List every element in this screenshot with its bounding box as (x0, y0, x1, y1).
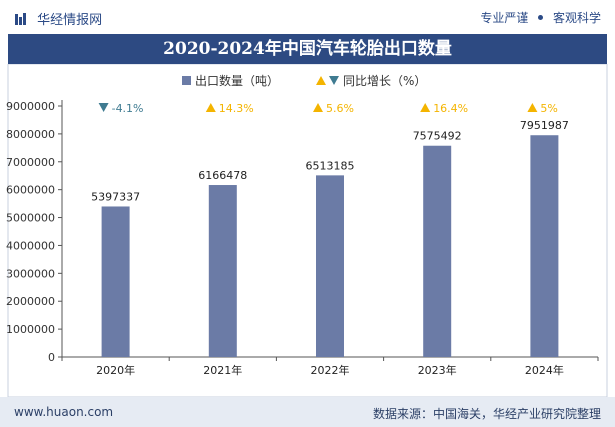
y-tick-label: 7000000 (6, 156, 55, 169)
up-triangle-icon (316, 76, 326, 85)
axes: 0 1000000 2000000 3000000 4000000 5000000 6000… (6, 100, 599, 364)
legend-item-growth: 同比增长（%） (316, 74, 426, 88)
y-tick-label: 0 (48, 351, 55, 364)
bar (530, 135, 559, 357)
x-tick-label: 2022年 (311, 363, 350, 377)
growth-value: 5.6% (326, 102, 354, 115)
bar (423, 145, 452, 357)
legend-swatch (182, 76, 191, 85)
tagline-left: 专业严谨 (480, 11, 529, 25)
dot-icon (538, 15, 544, 20)
footer: www.huaon.com 数据来源：中国海关，华经产业研究院整理 (0, 397, 615, 427)
legend: 出口数量（吨） 同比增长（%） (182, 73, 426, 88)
x-tick-label: 2024年 (525, 363, 564, 377)
growth-label: 5% (527, 102, 558, 115)
up-triangle-icon (527, 103, 538, 112)
brand: 华经情报网 (14, 9, 102, 28)
bar-value-label: 7575492 (413, 130, 462, 143)
growth-value: 14.3% (219, 102, 254, 115)
y-tick-label: 2000000 (6, 295, 55, 308)
growth-value: 5% (540, 102, 557, 115)
bar (208, 185, 237, 357)
down-triangle-icon (329, 76, 339, 85)
y-tick-label: 8000000 (6, 128, 55, 141)
y-tick-label: 1000000 (6, 323, 55, 336)
bar (101, 206, 130, 357)
growth-label: 16.4% (420, 102, 468, 115)
legend-label: 同比增长（%） (343, 74, 426, 88)
growth-value: 16.4% (433, 102, 468, 115)
bar (316, 175, 344, 357)
y-tick-label: 3000000 (6, 267, 55, 280)
down-triangle-icon (98, 103, 109, 112)
growth-label: 5.6% (313, 102, 354, 115)
bar-value-label: 7951987 (520, 119, 569, 132)
x-tick-label: 2023年 (418, 363, 457, 377)
growth-label: 14.3% (205, 102, 254, 115)
legend-label: 出口数量（吨） (195, 73, 279, 88)
x-tick-label: 2020年 (96, 363, 135, 377)
footer-source: 数据来源：中国海关，华经产业研究院整理 (372, 407, 601, 421)
top-bar: 华经情报网 专业严谨 客观科学 (0, 0, 615, 34)
up-triangle-icon (420, 103, 431, 112)
legend-item-series: 出口数量（吨） (182, 73, 279, 88)
x-tick-label: 2021年 (203, 363, 242, 377)
footer-url: www.huaon.com (14, 405, 114, 419)
y-tick-label: 5000000 (6, 212, 55, 225)
tagline-right: 客观科学 (552, 11, 601, 25)
bar-value-label: 6513185 (306, 159, 355, 172)
growth-labels: -4.1% 14.3% 5.6% 16.4% 5% (98, 102, 558, 115)
chart-frame (7, 64, 608, 397)
data-labels: 5397337 2020年 6166478 2021年 6513185 2022年 7575… (91, 119, 569, 377)
y-tick-label: 6000000 (6, 184, 55, 197)
up-triangle-icon (313, 103, 323, 112)
chart-title: 2020-2024年中国汽车轮胎出口数量 (8, 34, 607, 64)
bars (101, 135, 559, 357)
bar-value-label: 5397337 (91, 190, 140, 203)
growth-value: -4.1% (112, 102, 144, 115)
up-triangle-icon (205, 103, 216, 112)
bar-value-label: 6166478 (198, 169, 247, 182)
brand-name: 华经情报网 (37, 13, 103, 28)
y-tick-label: 4000000 (6, 239, 55, 252)
bar-chart: 出口数量（吨） 同比增长（%） 0 1000000 2000000 3000000 400… (6, 64, 608, 397)
tagline: 专业严谨 客观科学 (480, 9, 601, 26)
y-tick-label: 9000000 (6, 100, 55, 113)
growth-label: -4.1% (98, 102, 144, 115)
logo-icon (15, 12, 26, 25)
